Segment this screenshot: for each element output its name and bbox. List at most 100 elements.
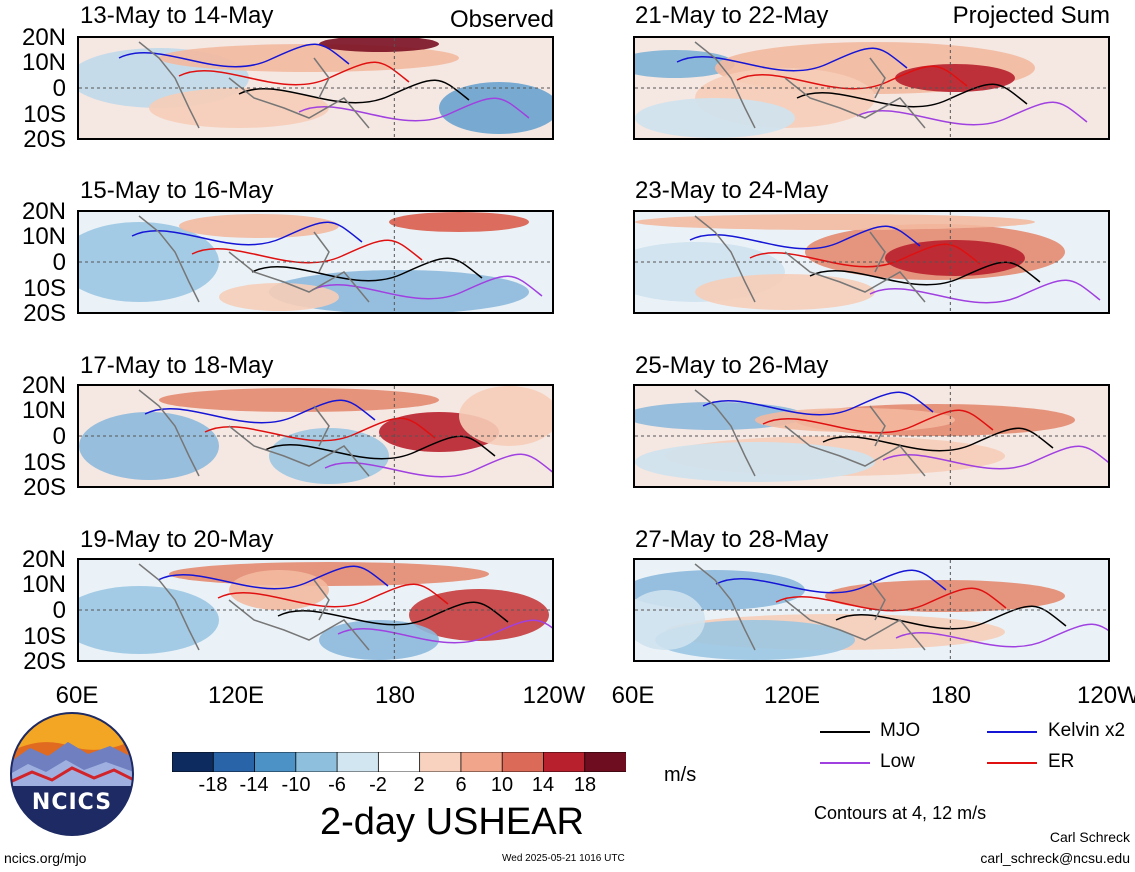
panel-title-left-4: 19-May to 20-May bbox=[80, 526, 274, 553]
contour-line bbox=[238, 79, 470, 104]
shear-blob bbox=[159, 388, 439, 412]
lat-label: 10N bbox=[21, 49, 66, 76]
map-panel-right-1 bbox=[633, 36, 1110, 140]
panel-tag-observed: Observed bbox=[449, 6, 554, 33]
shear-blob bbox=[79, 222, 219, 302]
shear-blob bbox=[409, 589, 549, 641]
contour-line bbox=[676, 47, 908, 72]
contour-line bbox=[796, 83, 1028, 108]
legend: MJO Kelvin x2 Low ER bbox=[816, 718, 1134, 778]
shear-blob bbox=[219, 283, 339, 311]
legend-line-low bbox=[820, 762, 870, 764]
coastline bbox=[694, 215, 926, 303]
colorbar bbox=[171, 751, 627, 773]
map-panel-left-4 bbox=[77, 558, 554, 662]
contour-line bbox=[835, 605, 1067, 630]
lat-label: 10N bbox=[21, 571, 66, 598]
colorbar-tick-label: 14 bbox=[531, 774, 555, 796]
shear-blob bbox=[695, 274, 875, 310]
map-panel-right-4 bbox=[633, 558, 1110, 662]
colorbar-swatch bbox=[419, 751, 462, 773]
colorbar-swatch bbox=[212, 751, 256, 773]
shear-field bbox=[79, 212, 552, 312]
map-panel-left-1 bbox=[77, 36, 554, 140]
contour-line bbox=[822, 427, 1054, 452]
contour-line bbox=[736, 65, 968, 90]
coastline bbox=[138, 215, 370, 303]
footer-email: carl_schreck@ncsu.edu bbox=[980, 850, 1130, 866]
legend-line-kelvin bbox=[987, 731, 1037, 733]
map-panel-left-2 bbox=[77, 210, 554, 314]
lat-label: 20N bbox=[21, 546, 66, 573]
shear-field bbox=[635, 212, 1108, 312]
contour-line bbox=[131, 221, 363, 246]
colorbar-swatch bbox=[254, 751, 297, 773]
colorbar-swatch bbox=[460, 751, 504, 773]
lat-label: 20N bbox=[21, 198, 66, 225]
shear-blob bbox=[635, 590, 705, 650]
lat-label: 20N bbox=[21, 372, 66, 399]
lat-label: 0 bbox=[52, 75, 66, 102]
panel-title-right-1: 21-May to 22-May bbox=[635, 2, 829, 29]
colorbar-swatch bbox=[543, 751, 586, 773]
shear-blob bbox=[79, 586, 219, 654]
lon-label: 180 bbox=[374, 682, 416, 709]
shear-blob bbox=[269, 428, 389, 484]
shear-blob bbox=[885, 240, 1025, 276]
shear-blob bbox=[459, 386, 552, 446]
colorbar-swatch bbox=[377, 751, 421, 773]
colorbar-tick-label: 2 bbox=[413, 774, 425, 796]
panel-title-right-2: 23-May to 24-May bbox=[635, 177, 829, 204]
lat-label: 20S bbox=[23, 474, 66, 501]
colorbar-swatch bbox=[171, 751, 215, 773]
lon-label: 60E bbox=[611, 682, 655, 709]
panel-title-left-3: 17-May to 18-May bbox=[80, 352, 274, 379]
contour-line bbox=[702, 391, 934, 416]
lon-label: 120W bbox=[522, 682, 586, 709]
contour-line bbox=[749, 243, 981, 268]
shear-blob bbox=[169, 562, 489, 586]
lon-label: 120W bbox=[1077, 684, 1135, 708]
shear-blob bbox=[229, 570, 329, 610]
lat-label: 20S bbox=[23, 300, 66, 327]
legend-line-er bbox=[987, 762, 1037, 764]
contours-note: Contours at 4, 12 m/s bbox=[814, 803, 987, 823]
contour-line bbox=[856, 101, 1088, 126]
footer-author: Carl Schreck bbox=[1049, 829, 1130, 845]
colorbar-tick-label: -6 bbox=[328, 774, 346, 796]
lon-label: 180 bbox=[930, 682, 972, 709]
colorbar-tick-label: -14 bbox=[239, 774, 269, 796]
coastline bbox=[694, 389, 926, 477]
panel-title-right-4: 27-May to 28-May bbox=[635, 526, 829, 553]
colorbar-swatch bbox=[295, 751, 338, 773]
figure-title: 2-day USHEAR bbox=[320, 801, 584, 843]
shear-field bbox=[635, 38, 1108, 138]
coastline bbox=[694, 41, 926, 129]
lat-label: 0 bbox=[52, 423, 66, 450]
coastline bbox=[694, 563, 926, 651]
legend-label-low: Low bbox=[880, 751, 915, 772]
colorbar-tick-label: 10 bbox=[490, 774, 514, 796]
lon-label: 120E bbox=[207, 682, 265, 709]
colorbar-ticks: -18 -14 -10 -6 -2 2 6 10 14 18 bbox=[0, 775, 700, 797]
shear-blob bbox=[635, 442, 875, 482]
contour-line bbox=[809, 261, 1041, 286]
panel-tag-projected: Projected Sum bbox=[952, 2, 1110, 29]
shear-field bbox=[635, 386, 1108, 486]
shear-blob bbox=[179, 214, 339, 238]
colorbar-tick-label: -18 bbox=[198, 774, 228, 796]
contour-line bbox=[157, 565, 389, 590]
lat-label: 20N bbox=[21, 24, 66, 51]
contour-line bbox=[337, 619, 552, 644]
colorbar-tick-label: 6 bbox=[455, 774, 467, 796]
lat-label: 10S bbox=[23, 623, 66, 650]
shear-field bbox=[79, 386, 552, 486]
lat-label: 10N bbox=[21, 223, 66, 250]
colorbar-swatch bbox=[501, 751, 545, 773]
contour-line bbox=[775, 587, 1007, 612]
panel-title-left-1: 13-May to 14-May bbox=[80, 2, 274, 29]
footer-timestamp: Wed 2025-05-21 1016 UTC bbox=[502, 853, 625, 864]
shear-blob bbox=[439, 82, 552, 134]
colorbar-swatch bbox=[584, 751, 627, 773]
legend-label-kelvin: Kelvin x2 bbox=[1048, 720, 1126, 741]
